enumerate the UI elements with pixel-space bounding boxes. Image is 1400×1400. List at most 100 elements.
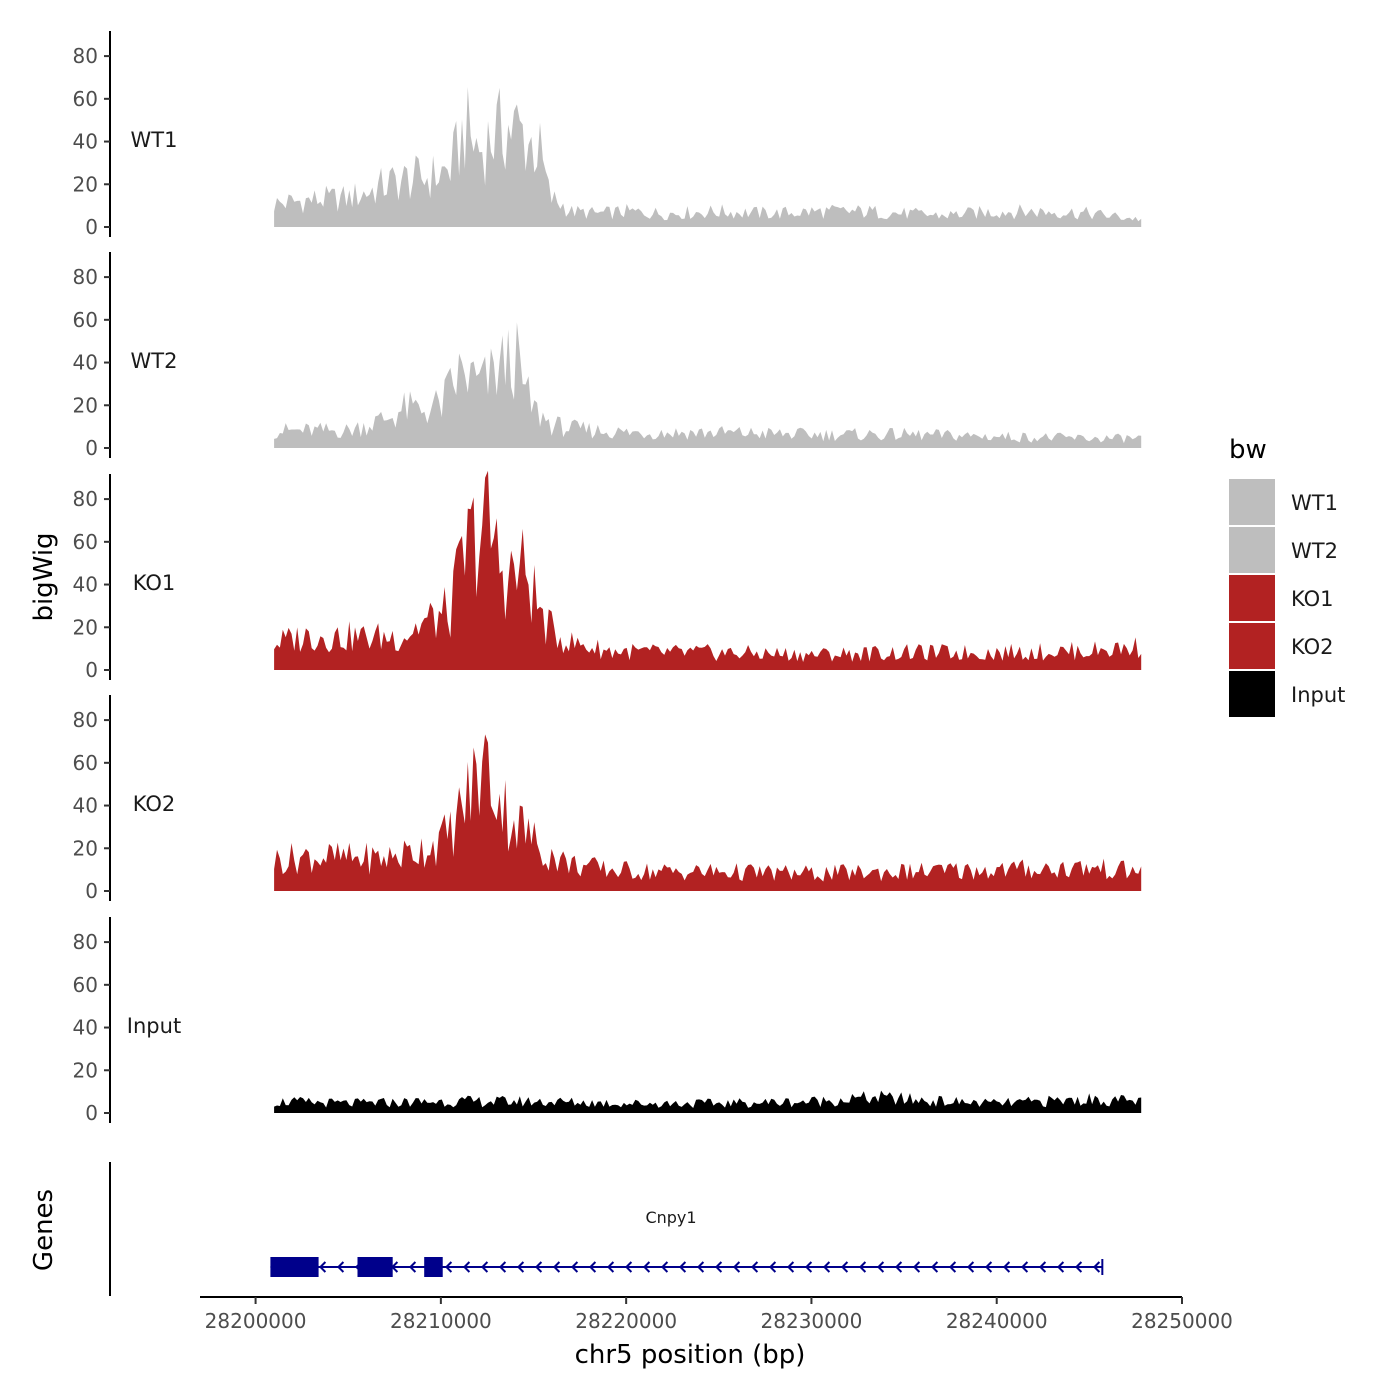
y-tick-label: 60 [73, 751, 98, 775]
strand-arrow [408, 1261, 417, 1273]
strand-arrow [1038, 1261, 1047, 1273]
strand-arrow [1056, 1261, 1065, 1273]
track-label-ko2: KO2 [133, 792, 176, 816]
strand-arrow [732, 1261, 741, 1273]
strand-arrow [498, 1261, 507, 1273]
y-tick-label: 80 [73, 708, 98, 732]
strand-arrow [804, 1261, 813, 1273]
y-tick-label: 0 [85, 215, 98, 239]
signal-area-ko2 [274, 734, 1142, 891]
y-tick-label: 20 [73, 1058, 98, 1082]
y-tick-label: 80 [73, 487, 98, 511]
strand-arrow [786, 1261, 795, 1273]
signal-area-wt2 [274, 322, 1142, 448]
y-tick-label: 60 [73, 973, 98, 997]
legend-label-wt2: WT2 [1291, 539, 1338, 563]
strand-arrow [1092, 1261, 1101, 1273]
x-axis: chr5 position (bp) 28200000 28210000 28220… [200, 1296, 1233, 1370]
gene-model [270, 1257, 1104, 1277]
track-input: 0 20 40 60 80 Input [73, 917, 1142, 1125]
exon-1 [270, 1257, 319, 1277]
x-axis-title: chr5 position (bp) [575, 1340, 806, 1370]
strand-arrow [822, 1261, 831, 1273]
strand-arrow [948, 1261, 957, 1273]
y-tick-label: 60 [73, 87, 98, 111]
y-tick-label: 40 [73, 573, 98, 597]
strand-arrow [480, 1261, 489, 1273]
y-tick-label: 40 [73, 1016, 98, 1040]
y-tick-label: 0 [85, 1101, 98, 1125]
legend-key-wt1 [1229, 479, 1275, 525]
strand-arrow [624, 1261, 633, 1273]
y-tick-label: 0 [85, 436, 98, 460]
x-tick-label: 28230000 [761, 1309, 863, 1333]
signal-area-ko1 [274, 470, 1142, 670]
strand-arrow [984, 1261, 993, 1273]
track-wt2: 0 20 40 60 80 WT2 [73, 252, 1142, 460]
strand-arrow [1074, 1261, 1083, 1273]
strand-arrow [696, 1261, 705, 1273]
strand-arrow [930, 1261, 939, 1273]
track-label-input: Input [127, 1014, 181, 1038]
track-label-wt1: WT1 [131, 128, 178, 152]
strand-arrow [714, 1261, 723, 1273]
legend-key-ko2 [1229, 623, 1275, 669]
strand-arrow [462, 1261, 471, 1273]
strand-arrow [642, 1261, 651, 1273]
strand-arrow [768, 1261, 777, 1273]
track-ko2: 0 20 40 60 80 KO2 [73, 695, 1142, 903]
x-tick-label: 28250000 [1131, 1309, 1233, 1333]
legend-key-wt2 [1229, 527, 1275, 573]
signal-area-input [274, 1090, 1142, 1113]
legend-key-ko1 [1229, 575, 1275, 621]
strand-arrow [336, 1261, 345, 1273]
y-tick-label: 60 [73, 308, 98, 332]
strand-arrow [750, 1261, 759, 1273]
track-ko1: 0 20 40 60 80 KO1 [73, 470, 1142, 682]
strand-arrow [840, 1261, 849, 1273]
gene-name-label: Cnpy1 [645, 1208, 696, 1227]
strand-arrow [660, 1261, 669, 1273]
legend-label-input: Input [1291, 683, 1345, 707]
legend: bw WT1 WT2 KO1 KO2 Input [1229, 435, 1345, 717]
y-tick-label: 80 [73, 930, 98, 954]
strand-arrow [894, 1261, 903, 1273]
track-label-wt2: WT2 [131, 349, 178, 373]
y-tick-label: 80 [73, 44, 98, 68]
x-tick-label: 28200000 [205, 1309, 307, 1333]
strand-arrow [912, 1261, 921, 1273]
strand-arrow [552, 1261, 561, 1273]
strand-arrow [966, 1261, 975, 1273]
strand-arrow [318, 1261, 327, 1273]
y-tick-label: 0 [85, 658, 98, 682]
y-axis-title: bigWig [29, 532, 59, 621]
track-wt1: 0 20 40 60 80 WT1 [73, 31, 1142, 239]
y-tick-label: 60 [73, 530, 98, 554]
legend-label-ko2: KO2 [1291, 635, 1334, 659]
x-tick-label: 28240000 [946, 1309, 1048, 1333]
legend-label-ko1: KO1 [1291, 587, 1334, 611]
signal-area-wt1 [274, 87, 1142, 227]
gene-track-title: Genes [29, 1189, 59, 1271]
strand-arrow [588, 1261, 597, 1273]
y-tick-label: 40 [73, 130, 98, 154]
y-tick-label: 20 [73, 836, 98, 860]
strand-arrow [1002, 1261, 1011, 1273]
legend-key-input [1229, 671, 1275, 717]
legend-label-wt1: WT1 [1291, 491, 1338, 515]
strand-arrow [570, 1261, 579, 1273]
y-tick-label: 20 [73, 172, 98, 196]
strand-arrow [678, 1261, 687, 1273]
gene-track: Genes Cnpy1 [29, 1162, 1104, 1296]
y-tick-label: 80 [73, 265, 98, 289]
y-tick-label: 40 [73, 351, 98, 375]
track-label-ko1: KO1 [133, 571, 176, 595]
y-tick-label: 40 [73, 794, 98, 818]
strand-arrow [606, 1261, 615, 1273]
y-tick-label: 0 [85, 879, 98, 903]
strand-arrow [516, 1261, 525, 1273]
strand-arrow [876, 1261, 885, 1273]
y-tick-label: 20 [73, 393, 98, 417]
strand-arrow [444, 1261, 453, 1273]
